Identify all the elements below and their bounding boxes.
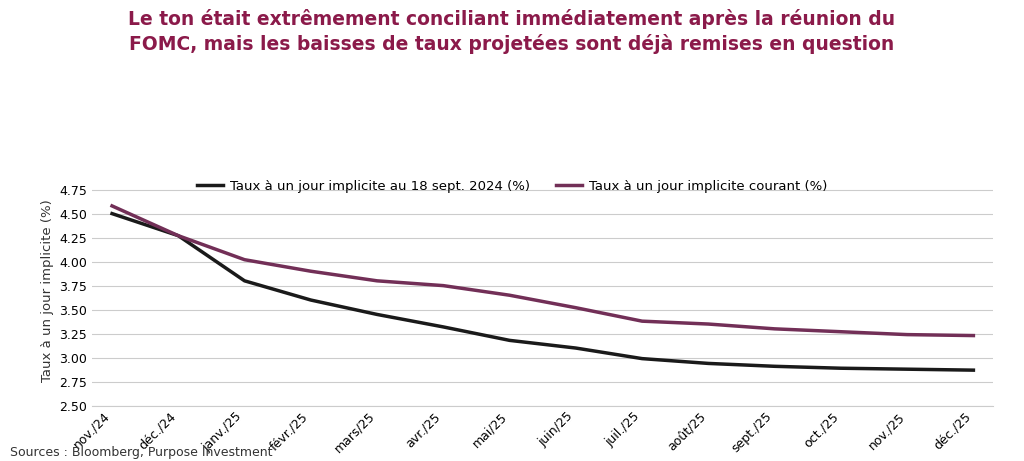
Line: Taux à un jour implicite au 18 sept. 2024 (%): Taux à un jour implicite au 18 sept. 202… — [112, 213, 974, 370]
Taux à un jour implicite courant (%) — [371, 278, 383, 284]
Legend: Taux à un jour implicite au 18 sept. 2024 (%), Taux à un jour implicite courant : Taux à un jour implicite au 18 sept. 202… — [191, 175, 833, 198]
Text: Le ton était extrêmement conciliant immédiatement après la réunion du
FOMC, mais: Le ton était extrêmement conciliant immé… — [128, 9, 896, 54]
Taux à un jour implicite courant (%) — [437, 283, 450, 289]
Taux à un jour implicite au 18 sept. 2024 (%) — [968, 367, 980, 373]
Taux à un jour implicite courant (%) — [504, 292, 516, 298]
Taux à un jour implicite au 18 sept. 2024 (%) — [371, 312, 383, 317]
Taux à un jour implicite courant (%) — [835, 329, 847, 335]
Taux à un jour implicite au 18 sept. 2024 (%) — [504, 337, 516, 343]
Taux à un jour implicite courant (%) — [569, 305, 582, 311]
Taux à un jour implicite au 18 sept. 2024 (%) — [835, 366, 847, 371]
Line: Taux à un jour implicite courant (%): Taux à un jour implicite courant (%) — [112, 206, 974, 336]
Taux à un jour implicite courant (%) — [105, 203, 118, 209]
Taux à un jour implicite courant (%) — [172, 233, 184, 238]
Text: Sources : Bloomberg, Purpose Investment: Sources : Bloomberg, Purpose Investment — [10, 446, 272, 459]
Taux à un jour implicite courant (%) — [305, 268, 317, 274]
Taux à un jour implicite au 18 sept. 2024 (%) — [305, 297, 317, 303]
Taux à un jour implicite au 18 sept. 2024 (%) — [901, 366, 913, 372]
Taux à un jour implicite au 18 sept. 2024 (%) — [768, 364, 780, 369]
Taux à un jour implicite au 18 sept. 2024 (%) — [569, 345, 582, 351]
Taux à un jour implicite courant (%) — [901, 332, 913, 337]
Taux à un jour implicite courant (%) — [768, 326, 780, 331]
Taux à un jour implicite au 18 sept. 2024 (%) — [702, 361, 715, 366]
Taux à un jour implicite courant (%) — [968, 333, 980, 338]
Taux à un jour implicite courant (%) — [702, 321, 715, 327]
Taux à un jour implicite au 18 sept. 2024 (%) — [636, 356, 648, 361]
Taux à un jour implicite au 18 sept. 2024 (%) — [172, 233, 184, 238]
Taux à un jour implicite courant (%) — [636, 319, 648, 324]
Y-axis label: Taux à un jour implicite (%): Taux à un jour implicite (%) — [41, 199, 54, 382]
Taux à un jour implicite au 18 sept. 2024 (%) — [239, 278, 251, 284]
Taux à un jour implicite au 18 sept. 2024 (%) — [105, 211, 118, 216]
Taux à un jour implicite courant (%) — [239, 257, 251, 262]
Taux à un jour implicite au 18 sept. 2024 (%) — [437, 324, 450, 330]
